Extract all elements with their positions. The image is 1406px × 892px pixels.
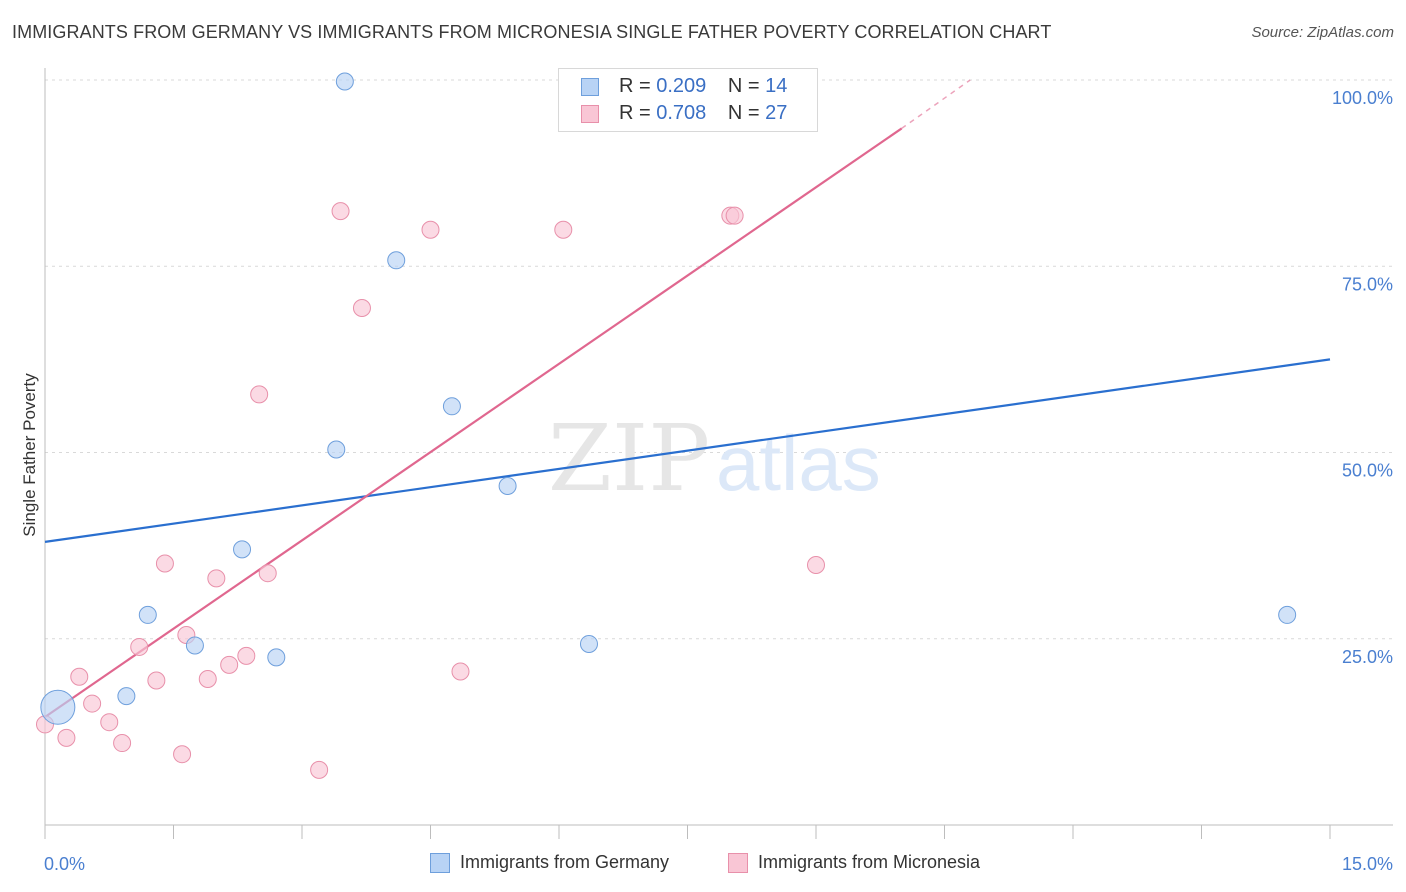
legend-swatch-micronesia bbox=[581, 105, 599, 123]
y-tick-labels: 25.0% 50.0% 75.0% 100.0% bbox=[1332, 88, 1393, 667]
point-micronesia bbox=[331, 202, 350, 221]
bottom-legend-germany: Immigrants from Germany bbox=[430, 852, 670, 873]
bottom-legend-swatch-germany bbox=[430, 853, 450, 873]
point-germany bbox=[498, 477, 517, 496]
x-tick-label-min: 0.0% bbox=[44, 854, 85, 874]
point-germany bbox=[185, 636, 204, 655]
point-germany bbox=[327, 440, 346, 459]
point-micronesia bbox=[250, 385, 269, 404]
chart-source: Source: ZipAtlas.com bbox=[1251, 24, 1394, 41]
point-micronesia bbox=[173, 745, 192, 764]
y-tick-label-75: 75.0% bbox=[1342, 274, 1393, 294]
legend-r-label-germany: R = bbox=[619, 75, 657, 97]
point-germany bbox=[267, 648, 286, 667]
correlation-legend: R = 0.209 N = 14 R = 0.708 N = 27 bbox=[558, 68, 818, 132]
point-micronesia bbox=[70, 667, 89, 686]
trend-line-micronesia bbox=[44, 127, 903, 718]
legend-row-germany: R = 0.209 N = 14 bbox=[581, 75, 788, 98]
legend-n-value-germany: 14 bbox=[765, 75, 788, 97]
x-tick-label-max: 15.0% bbox=[1342, 854, 1393, 874]
point-micronesia bbox=[113, 734, 132, 753]
point-micronesia bbox=[725, 206, 744, 225]
point-germany bbox=[40, 689, 76, 725]
point-micronesia bbox=[258, 564, 277, 583]
trend-line-germany bbox=[44, 358, 1331, 543]
bottom-legend-swatch-micronesia bbox=[728, 853, 748, 873]
point-germany bbox=[233, 540, 252, 559]
y-tick-label-50: 50.0% bbox=[1342, 461, 1393, 481]
point-germany bbox=[335, 72, 354, 91]
point-germany bbox=[138, 605, 157, 624]
point-micronesia bbox=[147, 671, 166, 690]
legend-n-label-micronesia: N = bbox=[727, 102, 766, 124]
point-micronesia bbox=[421, 220, 440, 239]
point-micronesia bbox=[130, 637, 149, 656]
point-micronesia bbox=[554, 220, 573, 239]
trend-line-micronesia-extension bbox=[901, 79, 971, 130]
point-germany bbox=[579, 634, 598, 653]
legend-r-value-micronesia: 0.708 bbox=[656, 102, 707, 124]
point-germany bbox=[1278, 605, 1297, 624]
point-micronesia bbox=[451, 662, 470, 681]
point-micronesia bbox=[220, 655, 239, 674]
point-micronesia bbox=[807, 555, 825, 574]
bottom-legend-micronesia: Immigrants from Micronesia bbox=[728, 852, 981, 873]
watermark: ZIP atlas bbox=[548, 405, 881, 512]
point-micronesia bbox=[237, 646, 256, 665]
y-tick-label-25: 25.0% bbox=[1342, 647, 1393, 667]
watermark-atlas: atlas bbox=[716, 419, 881, 507]
legend-r-value-germany: 0.209 bbox=[656, 75, 707, 97]
point-micronesia bbox=[207, 569, 226, 588]
point-micronesia bbox=[198, 669, 217, 688]
bottom-legend-label-germany: Immigrants from Germany bbox=[460, 852, 670, 872]
chart-title: IMMIGRANTS FROM GERMANY VS IMMIGRANTS FR… bbox=[12, 22, 1052, 42]
x-tick-labels: 0.0% 15.0% bbox=[44, 854, 1393, 874]
legend-n-label-germany: N = bbox=[727, 75, 766, 97]
point-germany bbox=[387, 251, 406, 270]
point-micronesia bbox=[83, 694, 102, 713]
point-micronesia bbox=[57, 728, 76, 747]
bottom-legend-label-micronesia: Immigrants from Micronesia bbox=[758, 852, 981, 872]
point-micronesia bbox=[310, 760, 329, 779]
legend-r-label-micronesia: R = bbox=[619, 102, 657, 124]
legend-n-value-micronesia: 27 bbox=[765, 102, 788, 124]
legend-swatch-germany bbox=[581, 78, 599, 96]
point-germany bbox=[442, 397, 461, 416]
point-micronesia bbox=[155, 554, 174, 573]
y-tick-label-100: 100.0% bbox=[1332, 88, 1393, 108]
point-micronesia bbox=[352, 298, 371, 317]
point-germany bbox=[117, 687, 136, 706]
trend-lines bbox=[44, 79, 1331, 718]
point-micronesia bbox=[100, 713, 119, 732]
y-axis-label: Single Father Poverty bbox=[20, 373, 39, 537]
legend-row-micronesia: R = 0.708 N = 27 bbox=[581, 102, 788, 125]
